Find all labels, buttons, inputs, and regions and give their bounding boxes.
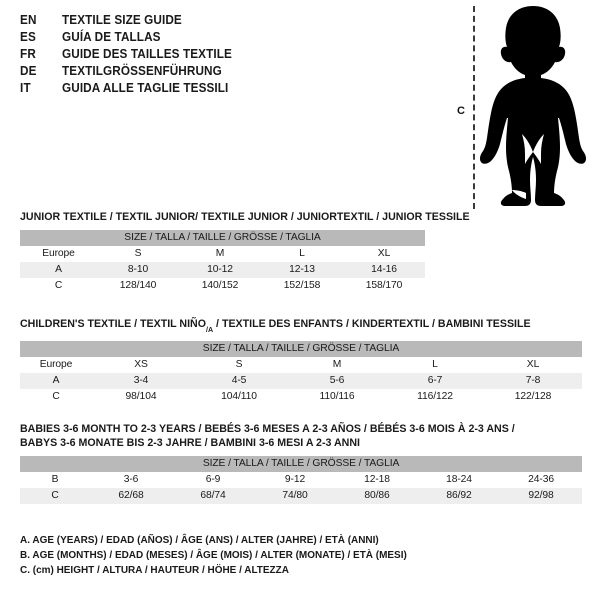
language-row-fr: FR GUIDE DES TAILLES TEXTILE <box>20 46 420 63</box>
section-babies: BABIES 3-6 MONTH TO 2-3 YEARS / BEBÉS 3-… <box>20 422 583 504</box>
measurement-legend: A. AGE (YEARS) / EDAD (AÑOS) / ÂGE (ANS)… <box>20 533 580 578</box>
cell: 6-7 <box>386 373 484 390</box>
cell: 6-9 <box>205 474 221 485</box>
language-code: DE <box>20 64 37 78</box>
row-label: A <box>20 262 97 278</box>
language-code: EN <box>20 13 37 27</box>
cell: 24-36 <box>528 474 554 485</box>
cell: 5-6 <box>288 373 386 390</box>
cell: 80/86 <box>336 488 418 504</box>
toddler-silhouette-icon <box>479 6 587 206</box>
table-row: C 128/140 140/152 152/158 158/170 <box>20 278 425 294</box>
row-label: B <box>51 474 59 485</box>
table-row: Europe XS S M L XL <box>20 357 582 373</box>
language-title: TEXTILGRÖSSENFÜHRUNG <box>62 64 222 78</box>
cell: M <box>215 248 225 259</box>
table-row: B 3-6 6-9 9-12 12-18 18-24 24-36 <box>20 472 582 488</box>
cell: 128/140 <box>119 280 157 291</box>
table-band-row: SIZE / TALLA / TAILLE / GRÖSSE / TAGLIA <box>20 341 582 358</box>
table-row: A 8-10 10-12 12-13 14-16 <box>20 262 425 278</box>
height-dashed-line <box>473 6 475 209</box>
section-title-children-rest: / TEXTILE DES ENFANTS / KINDERTEXTIL / B… <box>213 318 531 330</box>
section-children: CHILDREN'S TEXTILE / TEXTIL NIÑO/A / TEX… <box>20 317 582 405</box>
table-row: A 3-4 4-5 5-6 6-7 7-8 <box>20 373 582 390</box>
cell: 8-10 <box>97 262 179 278</box>
cell: 122/128 <box>514 391 552 403</box>
section-junior: JUNIOR TEXTILE / TEXTIL JUNIOR/ TEXTILE … <box>20 210 493 294</box>
section-title-babies-line2: BABYS 3-6 MONATE BIS 2-3 JAHRE / BAMBINI… <box>20 437 360 449</box>
babies-size-table: SIZE / TALLA / TAILLE / GRÖSSE / TAGLIA … <box>20 456 583 504</box>
cell: 3-4 <box>92 373 190 390</box>
language-title: TEXTILE SIZE GUIDE <box>62 13 182 27</box>
section-title-babies-line1: BABIES 3-6 MONTH TO 2-3 YEARS / BEBÉS 3-… <box>20 423 515 435</box>
section-title-junior: JUNIOR TEXTILE / TEXTIL JUNIOR/ TEXTILE … <box>20 211 470 223</box>
cell: XL <box>377 248 391 259</box>
cell: XL <box>526 359 540 371</box>
row-label: Europe <box>39 359 73 371</box>
section-title-children-sub: /A <box>205 325 214 335</box>
cell: 18-24 <box>446 474 472 485</box>
cell: 116/122 <box>417 391 453 403</box>
language-code: ES <box>20 30 37 44</box>
language-row-es: ES GUÍA DE TALLAS <box>20 29 420 46</box>
cell: XS <box>134 359 148 371</box>
table-band-row: SIZE / TALLA / TAILLE / GRÖSSE / TAGLIA <box>20 230 425 246</box>
cell: 9-12 <box>284 474 306 485</box>
cell: L <box>432 359 438 371</box>
language-code: IT <box>20 81 31 95</box>
cell: M <box>332 359 342 371</box>
row-label: C <box>52 391 60 403</box>
band-label: SIZE / TALLA / TAILLE / GRÖSSE / TAGLIA <box>20 230 425 246</box>
cell: 68/74 <box>172 488 254 504</box>
language-row-it: IT GUIDA ALLE TAGLIE TESSILI <box>20 80 420 97</box>
cell: 7-8 <box>484 373 582 390</box>
row-label: Europe <box>42 248 75 259</box>
cell: 12-13 <box>261 262 343 278</box>
cell: 10-12 <box>179 262 261 278</box>
cell: 62/68 <box>90 488 172 504</box>
language-title: GUÍA DE TALLAS <box>62 30 161 44</box>
section-title-children: CHILDREN'S TEXTILE / TEXTIL NIÑO/A / TEX… <box>20 317 554 335</box>
legend-line-b: B. AGE (MONTHS) / EDAD (MESES) / ÂGE (MO… <box>20 550 407 561</box>
cell: 3-6 <box>123 474 139 485</box>
cell: 4-5 <box>190 373 288 390</box>
band-label: SIZE / TALLA / TAILLE / GRÖSSE / TAGLIA <box>20 456 583 472</box>
cell: S <box>134 248 142 259</box>
language-row-de: DE TEXTILGRÖSSENFÜHRUNG <box>20 63 420 80</box>
cell: 104/110 <box>221 391 257 403</box>
cell: 14-16 <box>343 262 425 278</box>
children-size-table: SIZE / TALLA / TAILLE / GRÖSSE / TAGLIA … <box>20 341 582 405</box>
table-row: Europe S M L XL <box>20 246 425 262</box>
cell: S <box>235 359 243 371</box>
legend-line-a: A. AGE (YEARS) / EDAD (AÑOS) / ÂGE (ANS)… <box>20 535 379 546</box>
cell: 158/170 <box>365 280 403 291</box>
language-code: FR <box>20 47 37 61</box>
language-title: GUIDA ALLE TAGLIE TESSILI <box>62 81 229 95</box>
cell: 98/104 <box>125 391 157 403</box>
junior-size-table: SIZE / TALLA / TAILLE / GRÖSSE / TAGLIA … <box>20 230 425 294</box>
row-label: C <box>54 280 63 291</box>
table-row: C 98/104 104/110 110/116 116/122 122/128 <box>20 389 582 405</box>
section-title-children-main: CHILDREN'S TEXTILE / TEXTIL NIÑO <box>20 318 206 330</box>
language-title: GUIDE DES TAILLES TEXTILE <box>62 47 232 61</box>
table-band-row: SIZE / TALLA / TAILLE / GRÖSSE / TAGLIA <box>20 456 583 472</box>
band-label: SIZE / TALLA / TAILLE / GRÖSSE / TAGLIA <box>20 341 582 358</box>
height-illustration: C <box>440 0 600 215</box>
table-row: C 62/68 68/74 74/80 80/86 86/92 92/98 <box>20 488 583 504</box>
row-label: C <box>20 488 90 504</box>
legend-line-c: C. (cm) HEIGHT / ALTURA / HAUTEUR / HÖHE… <box>20 565 289 576</box>
height-measure-label: C <box>457 105 465 117</box>
language-row-en: EN TEXTILE SIZE GUIDE <box>20 12 420 29</box>
cell: 74/80 <box>254 488 336 504</box>
cell: 110/116 <box>319 391 355 403</box>
language-header: EN TEXTILE SIZE GUIDE ES GUÍA DE TALLAS … <box>20 12 420 97</box>
cell: 12-18 <box>364 474 390 485</box>
cell: 92/98 <box>500 488 583 504</box>
cell: L <box>299 248 305 259</box>
cell: 86/92 <box>418 488 500 504</box>
cell: 140/152 <box>201 280 239 291</box>
row-label: A <box>20 373 92 390</box>
cell: 152/158 <box>283 280 321 291</box>
